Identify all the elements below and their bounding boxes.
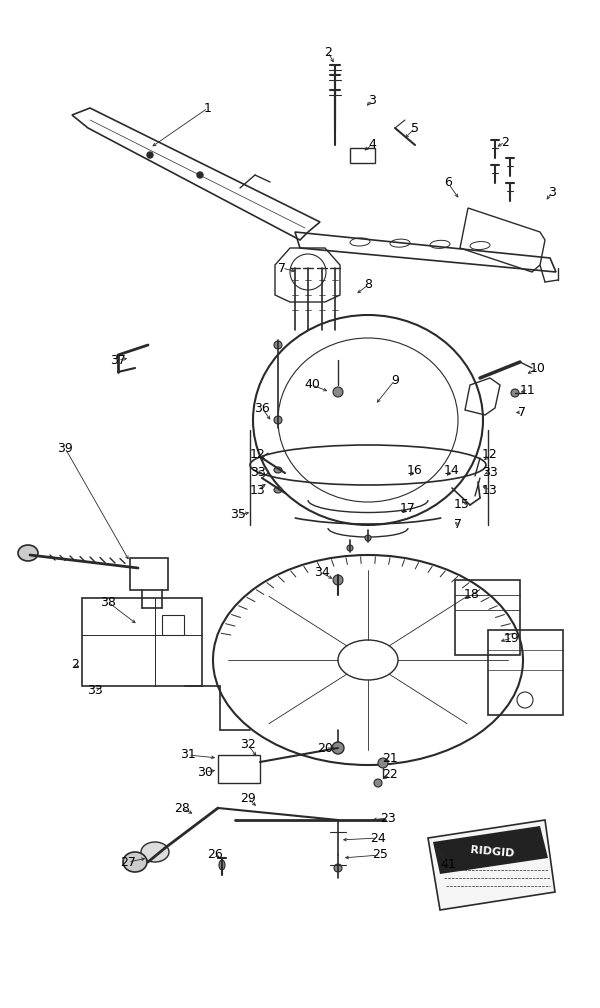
Text: 14: 14 — [444, 464, 460, 477]
Text: 27: 27 — [120, 856, 136, 869]
Ellipse shape — [332, 742, 344, 754]
Text: 3: 3 — [368, 94, 376, 107]
Ellipse shape — [274, 467, 282, 473]
Text: 40: 40 — [304, 378, 320, 391]
Ellipse shape — [274, 416, 282, 424]
Ellipse shape — [274, 487, 282, 493]
Text: 41: 41 — [440, 859, 456, 872]
Text: 33: 33 — [87, 683, 103, 697]
Ellipse shape — [378, 758, 388, 768]
Text: 28: 28 — [174, 801, 190, 814]
Ellipse shape — [197, 172, 203, 178]
Ellipse shape — [333, 387, 343, 397]
Ellipse shape — [333, 575, 343, 585]
Text: 13: 13 — [250, 484, 266, 497]
Ellipse shape — [365, 535, 371, 541]
Text: 8: 8 — [364, 278, 372, 291]
Ellipse shape — [18, 545, 38, 561]
Text: 18: 18 — [464, 589, 480, 602]
Text: 36: 36 — [254, 401, 270, 414]
Ellipse shape — [511, 389, 519, 397]
Ellipse shape — [274, 341, 282, 349]
Text: 15: 15 — [454, 499, 470, 511]
Text: 6: 6 — [444, 176, 452, 190]
Text: 35: 35 — [230, 508, 246, 521]
Ellipse shape — [141, 842, 169, 862]
Text: 2: 2 — [324, 45, 332, 58]
Text: 20: 20 — [317, 742, 333, 755]
Text: 22: 22 — [382, 768, 398, 781]
Polygon shape — [428, 820, 555, 910]
Text: 1: 1 — [204, 102, 212, 115]
Text: 21: 21 — [382, 752, 398, 764]
Text: 39: 39 — [57, 442, 73, 455]
Text: 3: 3 — [548, 185, 556, 199]
Text: 26: 26 — [207, 849, 223, 862]
Polygon shape — [433, 826, 548, 874]
Text: 38: 38 — [100, 596, 116, 609]
Text: 25: 25 — [372, 849, 388, 862]
Text: 19: 19 — [504, 631, 520, 644]
Text: 12: 12 — [250, 449, 266, 462]
Text: 13: 13 — [482, 484, 498, 497]
Text: 4: 4 — [368, 138, 376, 151]
Text: 32: 32 — [240, 739, 256, 752]
Text: 11: 11 — [520, 383, 536, 396]
Text: 23: 23 — [380, 811, 396, 825]
Text: 7: 7 — [518, 405, 526, 418]
Ellipse shape — [219, 860, 225, 870]
Text: 7: 7 — [454, 518, 462, 531]
Ellipse shape — [374, 779, 382, 787]
Text: 29: 29 — [240, 791, 256, 804]
Text: 5: 5 — [411, 122, 419, 134]
Text: 16: 16 — [407, 464, 423, 477]
Ellipse shape — [123, 852, 147, 872]
Text: 30: 30 — [197, 765, 213, 778]
Text: 12: 12 — [482, 449, 498, 462]
Text: 9: 9 — [391, 374, 399, 386]
Text: 31: 31 — [180, 749, 196, 761]
Text: 37: 37 — [110, 354, 126, 367]
Text: 2: 2 — [501, 135, 509, 148]
Text: 33: 33 — [250, 466, 266, 479]
Text: 24: 24 — [370, 832, 386, 845]
Text: RIDGID: RIDGID — [470, 845, 514, 859]
Text: 34: 34 — [314, 566, 330, 580]
Text: 33: 33 — [482, 466, 498, 479]
Ellipse shape — [347, 545, 353, 551]
Text: 7: 7 — [278, 261, 286, 274]
Text: 17: 17 — [400, 502, 416, 514]
Text: 2: 2 — [71, 658, 79, 671]
Ellipse shape — [147, 152, 153, 158]
Ellipse shape — [334, 864, 342, 872]
Text: 10: 10 — [530, 362, 546, 375]
